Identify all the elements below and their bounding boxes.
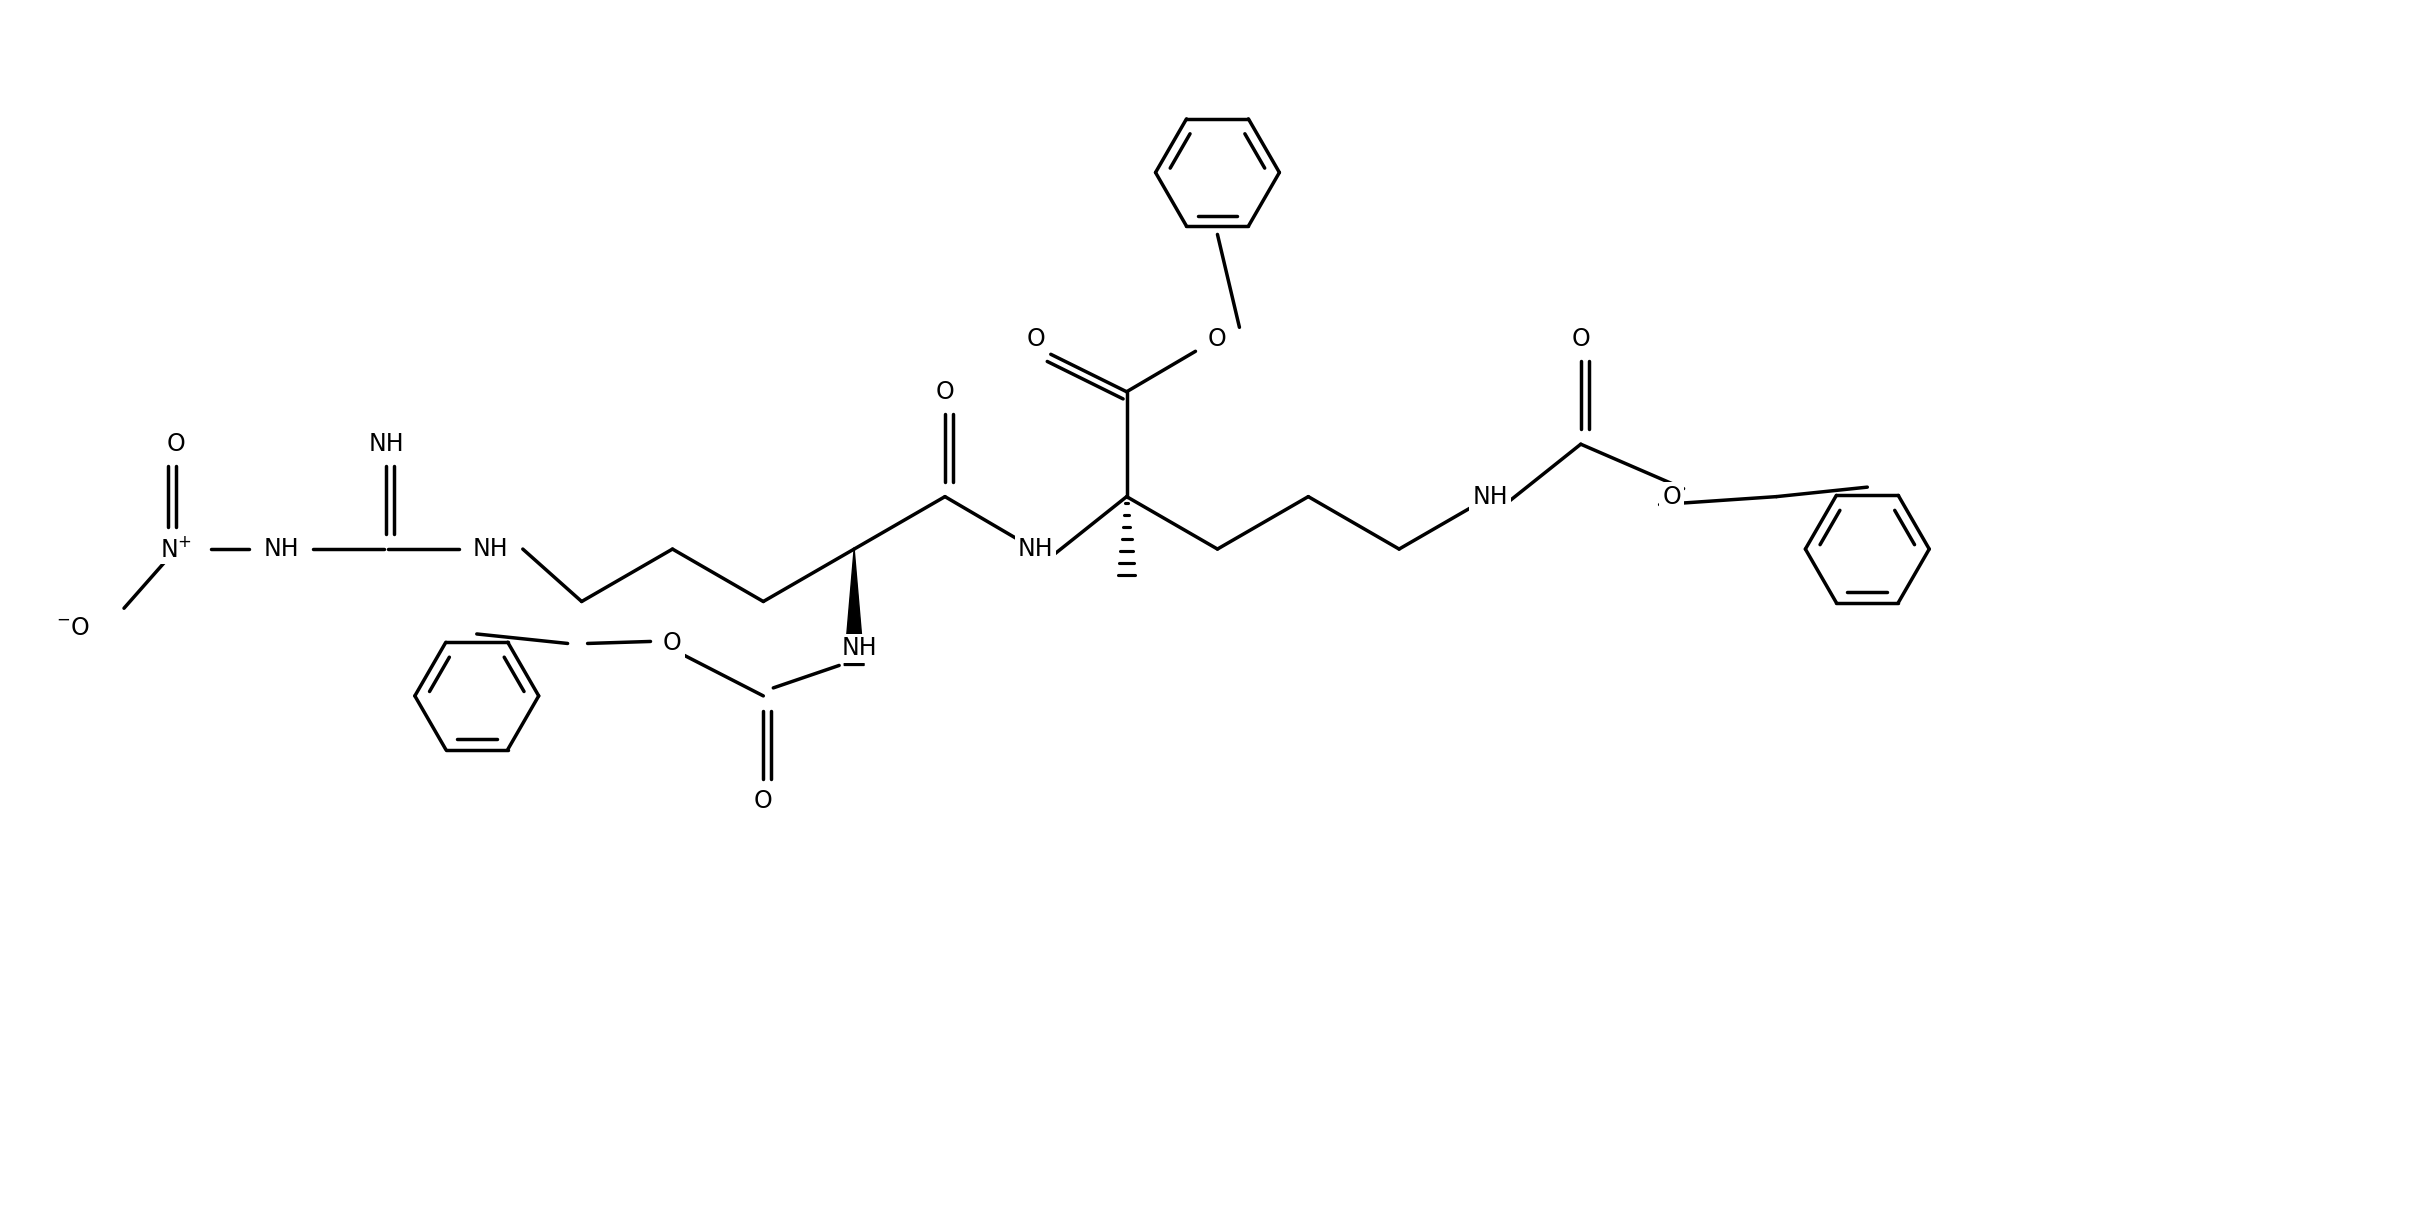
Text: NH: NH <box>1017 537 1053 561</box>
Text: O: O <box>1570 328 1590 352</box>
Text: O: O <box>663 631 682 655</box>
Text: NH: NH <box>1473 485 1507 509</box>
Text: NH: NH <box>842 636 876 660</box>
Text: O: O <box>755 788 772 812</box>
Text: O: O <box>1209 328 1226 352</box>
Text: NH: NH <box>262 537 299 561</box>
Text: O: O <box>1662 485 1682 509</box>
Text: O: O <box>1027 328 1046 352</box>
Text: NH: NH <box>369 432 403 456</box>
Text: $^{-}$O: $^{-}$O <box>56 617 90 641</box>
Text: NH: NH <box>473 537 510 561</box>
Text: N$^{+}$: N$^{+}$ <box>160 537 192 561</box>
Text: O: O <box>934 380 954 404</box>
Polygon shape <box>845 549 864 665</box>
Text: O: O <box>167 432 184 456</box>
